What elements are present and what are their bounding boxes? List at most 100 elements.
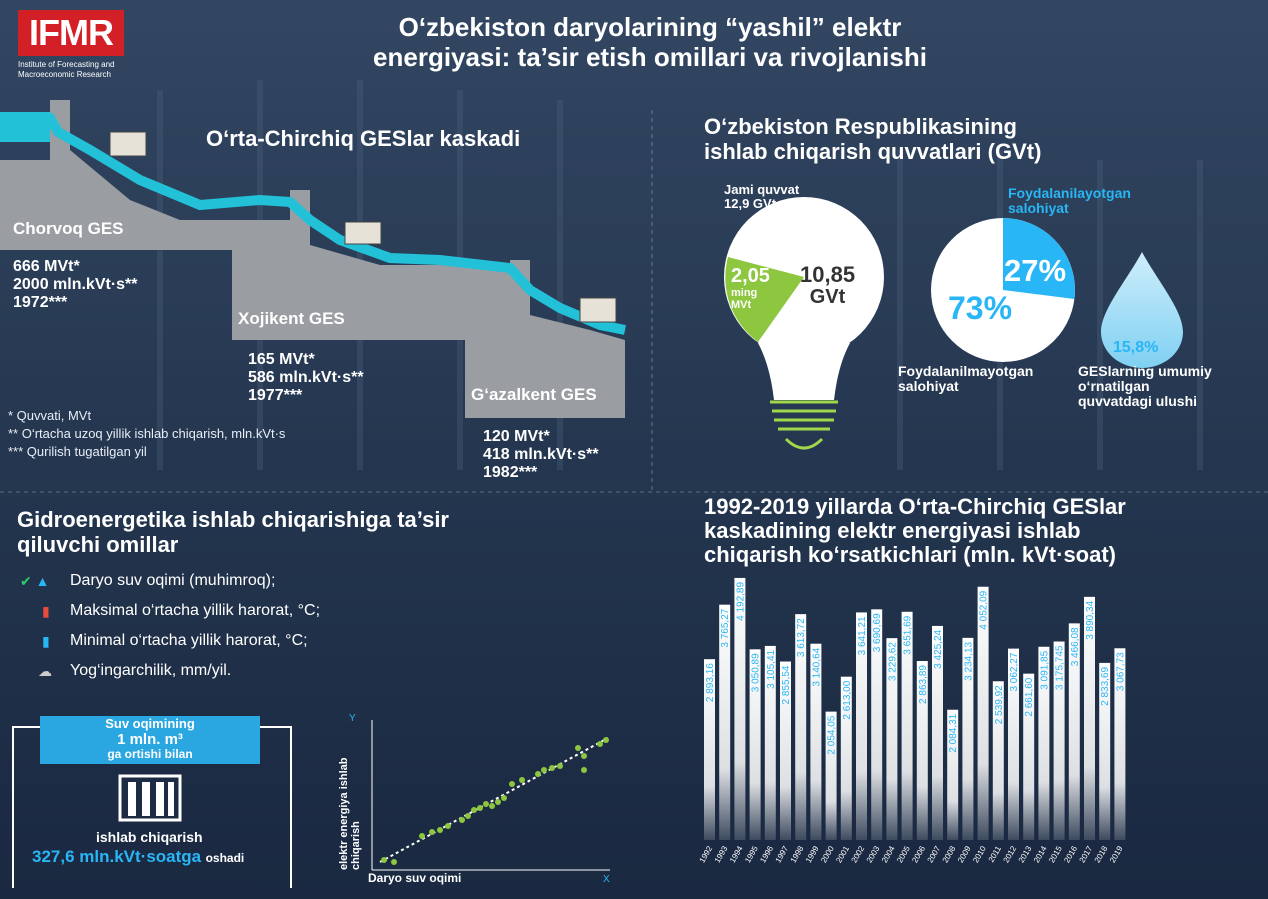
factor-text: Maksimal o‘rtacha yillik harorat, °C; (70, 602, 321, 619)
bar-value-label: 3 067,73 (1115, 652, 1126, 691)
note-3: *** Qurilish tugatilgan yil (8, 444, 147, 459)
scatter-point (381, 857, 387, 863)
bar-2008 (947, 709, 959, 840)
bar-1994 (734, 577, 746, 840)
bar-value-label: 2 054,05 (827, 715, 838, 754)
x-tick-label: 1999 (804, 844, 821, 864)
capacity-title: O‘zbekiston Respublikasining ishlab chiq… (704, 114, 1041, 164)
bar-2000 (825, 711, 837, 840)
scatter-point (465, 813, 471, 819)
water-effect-header: Suv oqimining 1 mln. m³ ga ortishi bilan (40, 716, 260, 764)
note-2: ** O‘rtacha uzoq yillik ishlab chiqarish… (8, 426, 286, 441)
bar-value-label: 3 091,85 (1039, 650, 1050, 689)
bar-1998 (795, 614, 807, 840)
x-tick-label: 1997 (774, 844, 791, 864)
scatter-point (603, 737, 609, 743)
x-tick-label: 1998 (789, 844, 806, 864)
factor-item: ☁ Yog‘ingarchilik, mm/yil. (20, 656, 320, 686)
rain-cloud-icon: ☁ (38, 662, 52, 679)
bar-value-label: 2 893,16 (705, 663, 716, 702)
bar-2015 (1053, 641, 1065, 840)
scatter-point (429, 829, 435, 835)
capacity-title-line2: ishlab chiqarish quvvatlari (GVt) (704, 139, 1042, 164)
x-tick-label: 2018 (1093, 844, 1110, 864)
scatter-point (549, 765, 555, 771)
water-line3: ga ortishi bilan (107, 747, 193, 761)
thermometer-hot-icon: ▮ (42, 602, 50, 619)
ges-power: 165 MVt* (248, 351, 315, 368)
x-tick-label: 1996 (758, 844, 775, 864)
water-result: 327,6 mln.kVt·soatga oshadi (32, 847, 244, 867)
x-tick-label: 1993 (713, 844, 730, 864)
unused-label-line2: salohiyat (898, 378, 959, 394)
bar-value-label: 2 613,00 (842, 680, 853, 719)
unused-label: Foydalanilmayotgan salohiyat (898, 364, 1033, 394)
ges-power: 120 MVt* (483, 428, 550, 445)
factor-item: ✔ ▲ Daryo suv oqimi (muhimroq); (20, 566, 320, 596)
x-tick-label: 2016 (1062, 844, 1079, 864)
x-tick-label: 2004 (880, 844, 897, 864)
ifmr-logo: IFMR (18, 10, 124, 56)
drop-pct: 15,8% (1113, 339, 1159, 356)
cascade-notes: * Quvvati, MVt ** O‘rtacha uzoq yillik i… (8, 407, 285, 461)
bar-1996 (764, 645, 776, 840)
water-drop-icon (1101, 252, 1183, 368)
x-tick-label: 2007 (926, 844, 943, 864)
factors-list: ✔ ▲ Daryo suv oqimi (muhimroq); ▮ Maksim… (20, 566, 320, 686)
water-value: 327,6 mln.kVt·soatga (32, 847, 202, 866)
factor-item: ▮ Maksimal o‘rtacha yillik harorat, °C; (20, 596, 320, 626)
bar-2012 (1008, 648, 1019, 840)
x-tick-label: 1995 (743, 844, 760, 864)
factors-title-line2: qiluvchi omillar (17, 532, 179, 557)
green-unit2: MVt (731, 299, 752, 311)
scatter-point (437, 827, 443, 833)
unused-pct: 73% (948, 290, 1013, 326)
bar-value-label: 3 425,24 (933, 629, 944, 668)
ges-stats-gazalkent: 120 MVt* 418 mln.kVt·s** 1982*** (483, 428, 599, 482)
x-tick-label: 2001 (834, 844, 851, 864)
scatter-point (495, 799, 501, 805)
scatter-xlabel: Daryo suv oqimi (368, 871, 462, 885)
bar-chart-title: 1992-2019 yillarda O‘rta-Chirchiq GESlar… (704, 495, 1126, 567)
ges-output: 2000 mln.kVt·s** (13, 276, 138, 293)
bar-value-label: 3 690,69 (872, 613, 883, 652)
bar-1992 (704, 659, 715, 840)
used-label-line2: salohiyat (1008, 200, 1069, 216)
bar-2001 (840, 676, 852, 840)
scatter-plot (371, 720, 610, 871)
x-tick-label: 2006 (910, 844, 927, 864)
bar-chart: 2 893,16 1992 3 765,27 1993 4 192,89 1994 3 05… (698, 577, 1126, 864)
drop-label-line2: o‘rnatilgan (1078, 378, 1150, 394)
used-pct: 27% (1004, 253, 1067, 288)
unused-label-line1: Foydalanilmayotgan (898, 363, 1034, 379)
drop-label: GESlarning umumiy o‘rnatilgan quvvatdagi… (1078, 364, 1212, 409)
bar-value-label: 3 140,64 (811, 647, 822, 686)
x-tick-label: 2017 (1078, 844, 1095, 864)
scatter-point (419, 833, 425, 839)
bar-1995 (749, 649, 761, 840)
bar-2016 (1068, 623, 1080, 840)
total-label: Jami quvvat (724, 182, 800, 197)
dam-icon (118, 774, 182, 822)
scatter-point (541, 767, 547, 773)
bar-value-label: 3 062,27 (1009, 652, 1020, 691)
cascade-diagram (0, 100, 626, 418)
ges-name-xojikent: Xojikent GES (238, 309, 345, 328)
x-tick-label: 2002 (850, 844, 867, 864)
bar-2002 (856, 612, 867, 840)
bar-value-label: 3 229,62 (887, 642, 898, 681)
x-tick-label: 2014 (1032, 844, 1049, 864)
bar-chart-title-line3: chiqarish ko‘rsatkichlari (mln. kVt·soat… (704, 542, 1117, 567)
x-tick-label: 2019 (1108, 844, 1125, 864)
other-unit: GVt (809, 286, 846, 308)
scatter-point (391, 859, 397, 865)
drop-label-line3: quvvatdagi ulushi (1078, 393, 1198, 409)
scatter-point (477, 805, 483, 811)
factors-title-line1: Gidroenergetika ishlab chiqarishiga ta’s… (17, 507, 449, 532)
bar-value-label: 2 084,31 (948, 713, 959, 752)
factor-text: Minimal o‘rtacha yillik harorat, °C; (70, 632, 308, 649)
scatter-ylabel-line2: chiqarish (350, 821, 362, 870)
bar-1999 (810, 643, 822, 840)
drop-label-line1: GESlarning umumiy (1078, 363, 1212, 379)
